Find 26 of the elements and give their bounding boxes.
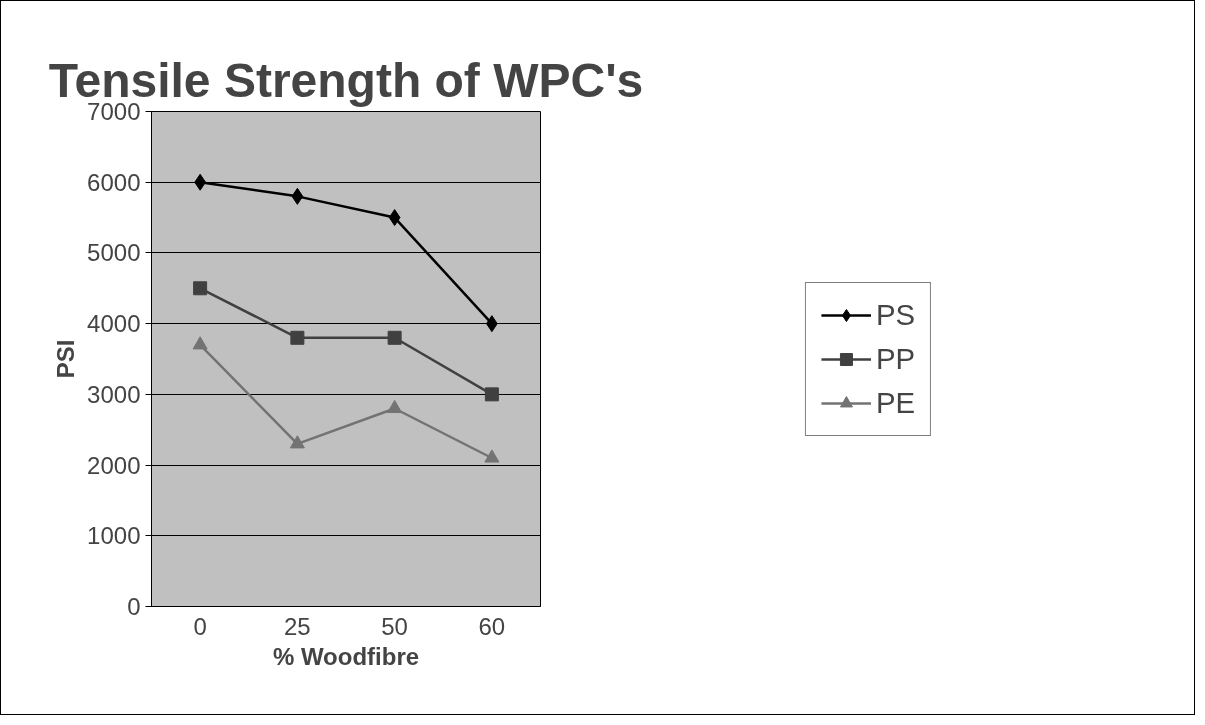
y-tick-label: 6000 xyxy=(87,168,141,196)
point xyxy=(388,209,401,227)
point xyxy=(484,449,500,463)
x-tick-label: 25 xyxy=(284,612,311,640)
y-tick-label: 1000 xyxy=(87,522,141,550)
y-axis-title: PSI xyxy=(52,339,80,379)
x-tick-label: 0 xyxy=(193,612,207,640)
y-tick-label: 3000 xyxy=(87,380,141,408)
y-tick-label: 4000 xyxy=(87,310,141,338)
point xyxy=(193,281,208,296)
point xyxy=(290,330,305,345)
point xyxy=(192,336,208,350)
point xyxy=(291,187,304,205)
legend-label: PE xyxy=(875,385,916,420)
point xyxy=(289,435,305,449)
point xyxy=(387,330,402,345)
x-axis-title: % Woodfibre xyxy=(272,642,420,670)
legend-label: PS xyxy=(875,297,916,332)
x-tick-label: 60 xyxy=(478,612,506,640)
point xyxy=(484,387,499,402)
x-tick-label: 50 xyxy=(381,612,408,640)
legend-label: PP xyxy=(875,341,916,376)
y-tick-label: 5000 xyxy=(87,239,141,267)
y-tick-label: 0 xyxy=(127,593,141,620)
y-tick-label: 2000 xyxy=(87,451,141,479)
point xyxy=(387,399,403,414)
